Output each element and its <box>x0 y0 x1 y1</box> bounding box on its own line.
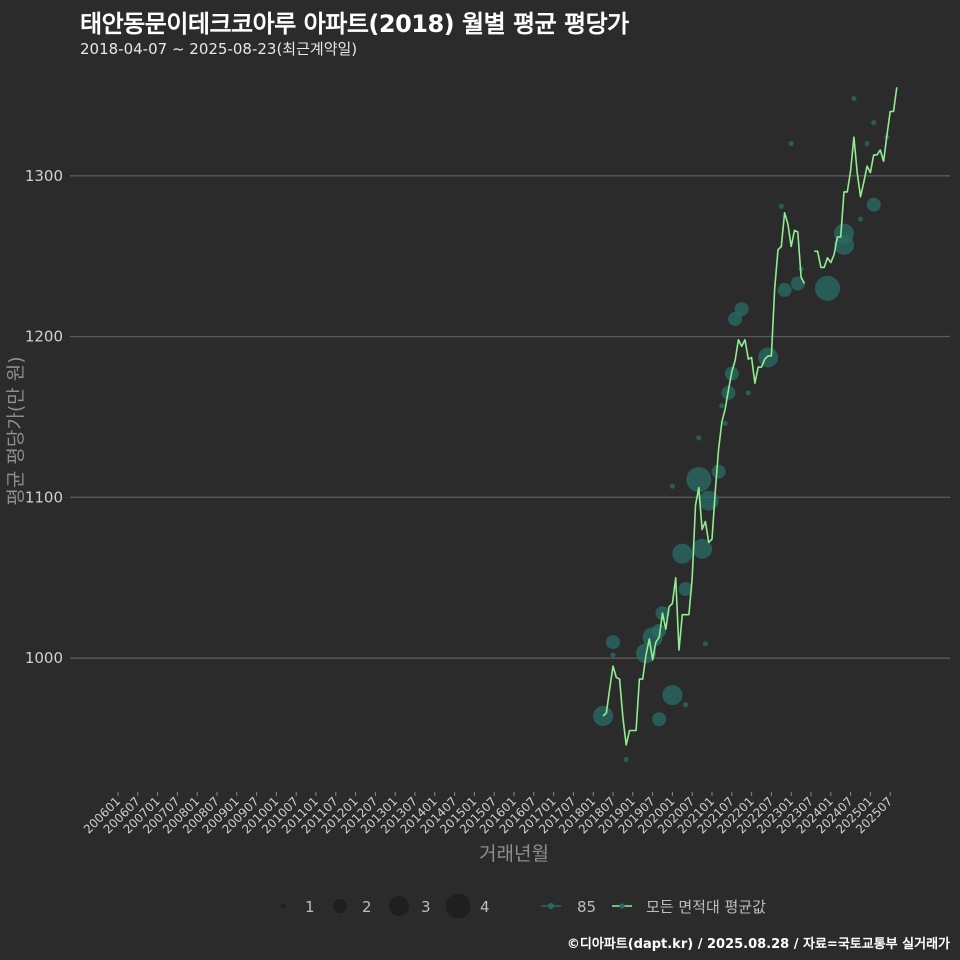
data-point <box>672 543 693 564</box>
data-point <box>834 234 854 255</box>
legend-size-label: 4 <box>480 898 490 916</box>
data-point <box>711 464 726 479</box>
data-point <box>692 538 713 559</box>
data-point <box>610 652 616 658</box>
data-point <box>864 141 870 147</box>
legend-point-85 <box>548 903 554 909</box>
legend-size-label: 1 <box>305 898 315 916</box>
source-credit: ©디아파트(dapt.kr) / 2025.08.28 / 자료=국토교통부 실… <box>566 937 950 952</box>
legend-size-2 <box>333 899 347 913</box>
scatter-points <box>593 95 890 763</box>
y-tick-label: 1000 <box>25 649 63 667</box>
data-point <box>623 756 629 763</box>
y-axis-title: 평균 평당가(만 원) <box>5 356 27 505</box>
data-point <box>745 390 751 396</box>
data-point <box>719 403 725 409</box>
data-point <box>790 276 805 291</box>
data-point <box>871 120 877 126</box>
data-point <box>777 282 792 297</box>
y-tick-label: 1300 <box>25 167 63 185</box>
series-line <box>602 212 806 746</box>
data-point <box>702 641 709 647</box>
data-point <box>686 467 712 493</box>
data-point <box>652 712 667 727</box>
legend-size-3 <box>389 896 409 916</box>
data-point <box>778 203 784 209</box>
x-tick-labels: 2006012006072007012007072008012008072009… <box>81 792 895 837</box>
data-point <box>788 141 794 147</box>
data-point <box>851 95 857 102</box>
legend-size-1 <box>280 903 286 909</box>
y-tick-label: 1100 <box>25 488 63 506</box>
series-line <box>814 87 898 269</box>
data-point <box>606 635 620 650</box>
data-point <box>857 216 864 222</box>
data-point <box>593 706 614 727</box>
data-point <box>734 302 749 317</box>
data-point <box>652 623 667 638</box>
y-tick-labels: 1000 1100 1200 1300 <box>25 167 63 667</box>
data-point <box>696 435 702 441</box>
data-point <box>815 275 840 301</box>
y-tick-label: 1200 <box>25 328 63 346</box>
legend-size-label: 2 <box>362 898 372 916</box>
average-line <box>602 87 898 746</box>
data-point <box>678 582 693 597</box>
data-point <box>722 420 728 426</box>
legend-size-label: 3 <box>421 898 431 916</box>
legend: 1 2 3 4 85 모든 면적대 평균값 <box>280 893 766 919</box>
data-point <box>758 347 779 368</box>
chart-title: 태안동문이테크코아루 아파트(2018) 월별 평균 평당가 <box>80 10 629 38</box>
grid-lines <box>70 175 950 659</box>
legend-size-4 <box>445 893 471 919</box>
chart-subtitle: 2018-04-07 ~ 2025-08-23(최근계약일) <box>80 40 358 58</box>
legend-label-85: 85 <box>577 898 596 916</box>
x-axis-title: 거래년월 <box>479 843 549 865</box>
data-point <box>662 685 683 706</box>
data-point <box>669 483 676 489</box>
legend-point-average <box>619 903 625 909</box>
legend-label-average: 모든 면적대 평균값 <box>646 898 766 916</box>
data-point <box>683 702 689 708</box>
data-point <box>866 197 881 212</box>
